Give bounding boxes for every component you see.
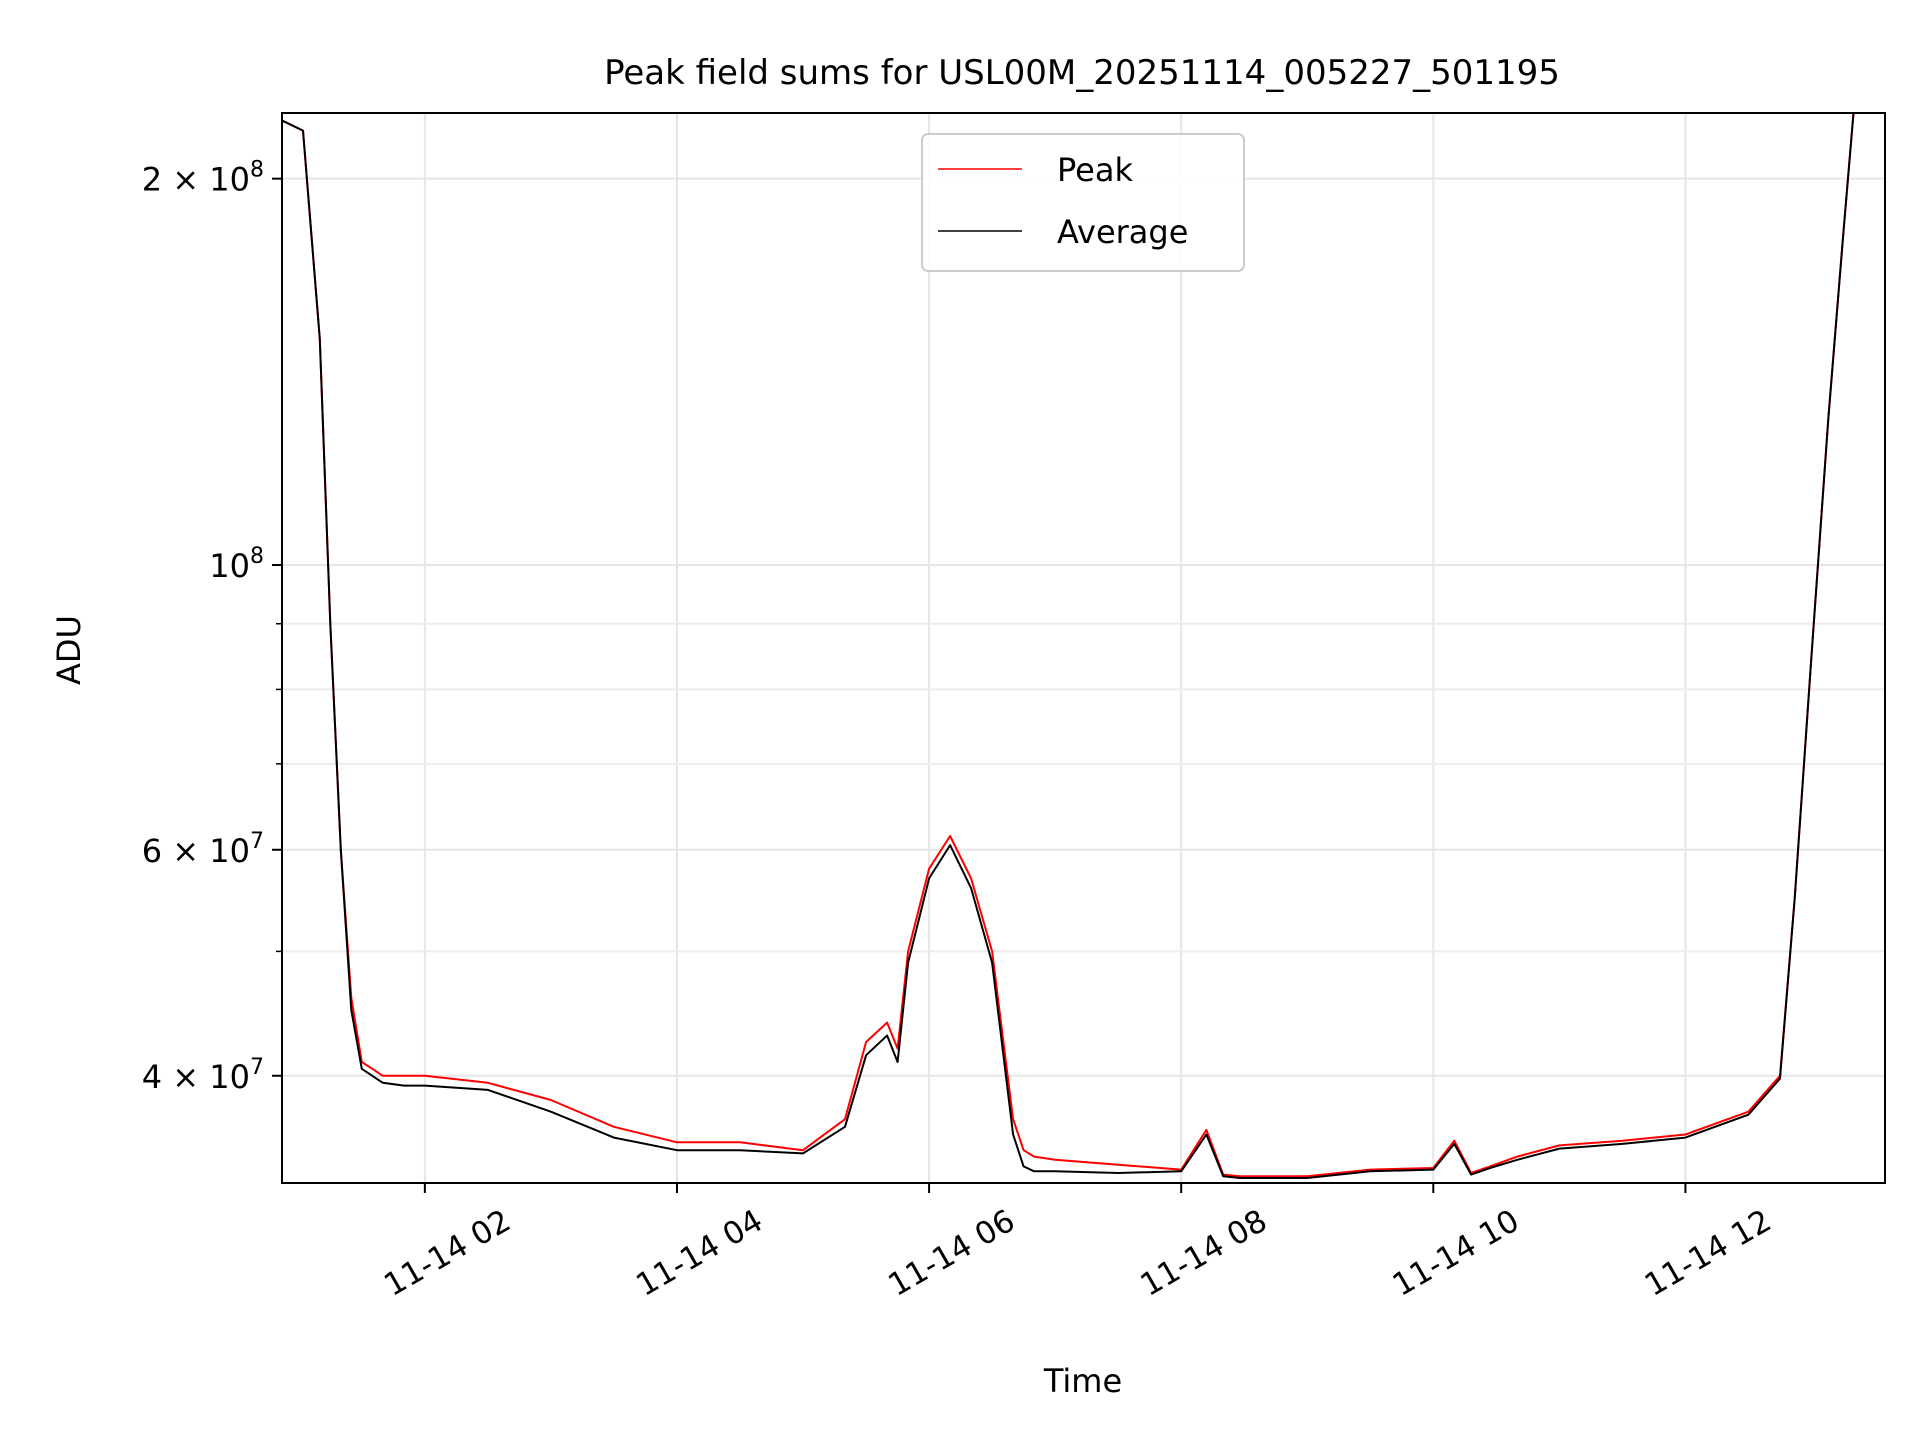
y-tick-mantissa: 4 xyxy=(142,1058,162,1096)
y-tick-base: 10 xyxy=(209,161,250,199)
y-tick-mantissa: 6 xyxy=(142,832,162,870)
series-line-average xyxy=(282,113,1885,1179)
y-tick-base: 10 xyxy=(209,832,250,870)
legend-label-peak: Peak xyxy=(1057,151,1133,189)
legend: Peak Average xyxy=(921,133,1245,272)
y-tick-mantissa: 2 xyxy=(142,161,162,199)
plot-area xyxy=(282,113,1885,1179)
y-tick-label: 108 xyxy=(209,544,264,585)
y-tick-exponent: 7 xyxy=(250,829,264,854)
y-tick-base: 10 xyxy=(209,547,250,585)
y-tick-exponent: 8 xyxy=(250,544,264,569)
y-tick-label: 6 × 107 xyxy=(142,829,264,870)
legend-label-average: Average xyxy=(1057,213,1188,251)
series-line-peak xyxy=(282,113,1885,1178)
y-tick-times: × xyxy=(162,1058,209,1096)
chart-title: Peak field sums for USL00M_20251114_0052… xyxy=(604,53,1560,93)
y-axis-label: ADU xyxy=(50,615,88,685)
y-tick-exponent: 8 xyxy=(250,158,264,183)
y-tick-label: 4 × 107 xyxy=(142,1055,264,1096)
y-tick-times: × xyxy=(162,832,209,870)
y-tick-exponent: 7 xyxy=(250,1055,264,1080)
y-tick-base: 10 xyxy=(209,1058,250,1096)
y-tick-label: 2 × 108 xyxy=(142,158,264,199)
y-tick-times: × xyxy=(162,161,209,199)
x-axis-label: Time xyxy=(1043,1362,1122,1400)
plot-frame xyxy=(281,112,1886,1184)
